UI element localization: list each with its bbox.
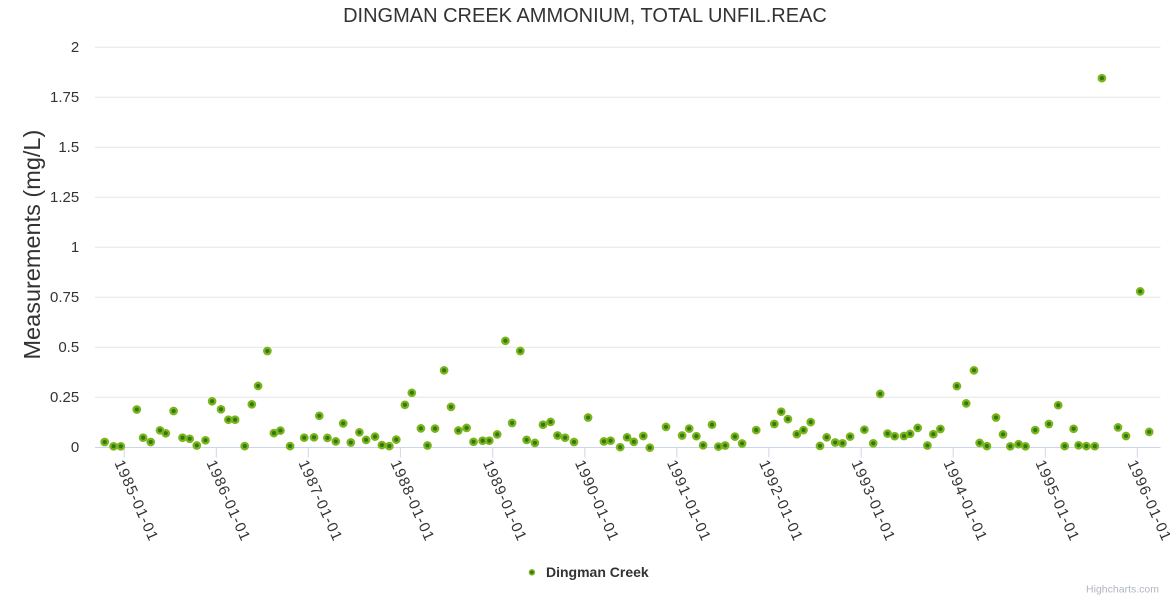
svg-text:0.5: 0.5	[58, 339, 79, 356]
svg-text:Measurements (mg/L): Measurements (mg/L)	[19, 130, 45, 360]
svg-text:Dingman Creek: Dingman Creek	[546, 564, 649, 580]
svg-text:0.25: 0.25	[50, 389, 79, 406]
svg-text:0: 0	[71, 439, 79, 456]
svg-text:1.75: 1.75	[50, 89, 79, 106]
svg-text:1.25: 1.25	[50, 189, 79, 206]
svg-text:2: 2	[71, 39, 79, 56]
svg-text:1.5: 1.5	[58, 139, 79, 156]
svg-text:0.75: 0.75	[50, 289, 79, 306]
svg-text:Highcharts.com: Highcharts.com	[1086, 584, 1159, 596]
svg-text:DINGMAN CREEK AMMONIUM, TOTAL: DINGMAN CREEK AMMONIUM, TOTAL UNFIL.REAC	[343, 5, 827, 27]
svg-text:1: 1	[71, 239, 79, 256]
